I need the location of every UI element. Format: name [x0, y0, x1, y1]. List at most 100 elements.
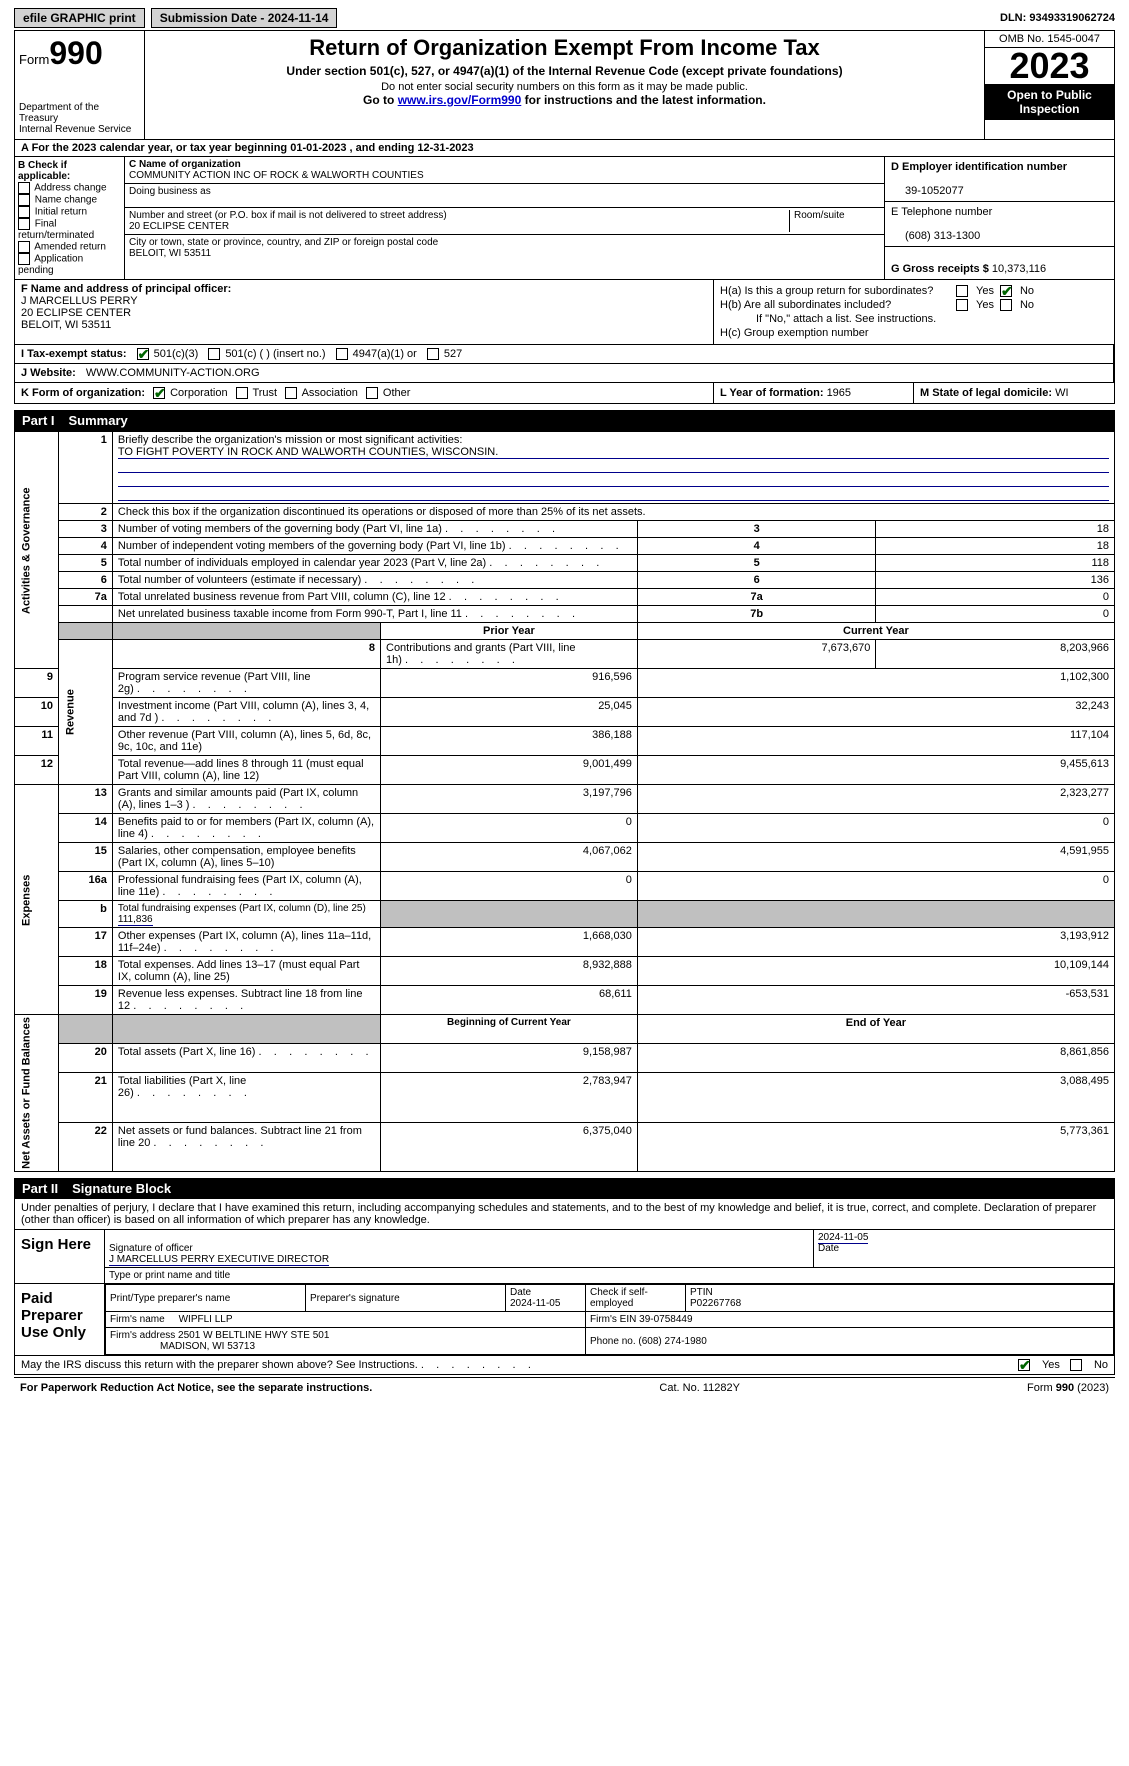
4947-checkbox[interactable] — [336, 348, 348, 360]
line7a-label: Total unrelated business revenue from Pa… — [118, 591, 559, 603]
current-year-header: Current Year — [637, 623, 1114, 640]
hc-label: H(c) Group exemption number — [720, 327, 869, 339]
hb-yes-checkbox[interactable] — [956, 299, 968, 311]
line14-label: Benefits paid to or for members (Part IX… — [118, 816, 374, 840]
val-15c: 4,591,955 — [637, 843, 1114, 872]
firm-name-label: Firm's name — [110, 1314, 165, 1325]
line16a-label: Professional fundraising fees (Part IX, … — [118, 874, 362, 898]
form-label: Form — [19, 52, 49, 67]
trust-checkbox[interactable] — [236, 387, 248, 399]
val-15p: 4,067,062 — [381, 843, 638, 872]
row-a-mid: , and ending — [350, 142, 418, 154]
val-16ap: 0 — [381, 872, 638, 901]
val-22p: 6,375,040 — [381, 1122, 638, 1171]
tax-exempt-label: I Tax-exempt status: — [21, 348, 127, 360]
501c3-checkbox[interactable] — [137, 348, 149, 360]
org-name-label: C Name of organization — [129, 159, 241, 170]
ptin: P02267768 — [690, 1298, 741, 1309]
corp-label: Corporation — [170, 387, 227, 399]
line20-label: Total assets (Part X, line 16) — [118, 1046, 369, 1058]
row-a-prefix: A For the 2023 calendar year, or tax yea… — [21, 142, 290, 154]
val-14c: 0 — [637, 814, 1114, 843]
year-formation-label: L Year of formation: — [720, 387, 827, 399]
col-b-title: B Check if applicable: — [18, 160, 121, 182]
perjury-text: Under penalties of perjury, I declare th… — [14, 1199, 1115, 1230]
org-name: COMMUNITY ACTION INC OF ROCK & WALWORTH … — [129, 170, 424, 181]
other-checkbox[interactable] — [366, 387, 378, 399]
val-8c: 8,203,966 — [876, 640, 1115, 669]
val-16b: 111,836 — [118, 914, 153, 926]
name-change-label: Name change — [35, 195, 97, 206]
form990-link[interactable]: www.irs.gov/Form990 — [398, 93, 522, 107]
501c3-label: 501(c)(3) — [154, 348, 199, 360]
line10-label: Investment income (Part VIII, column (A)… — [118, 700, 369, 724]
dln: DLN: 93493319062724 — [1000, 12, 1115, 24]
hb-no-checkbox[interactable] — [1000, 299, 1012, 311]
val-22c: 5,773,361 — [637, 1122, 1114, 1171]
firm-ein: 39-0758449 — [639, 1314, 692, 1325]
sign-here-label: Sign Here — [15, 1230, 105, 1283]
assoc-checkbox[interactable] — [285, 387, 297, 399]
name-change-checkbox[interactable] — [18, 194, 30, 206]
side-revenue: Revenue — [59, 640, 113, 785]
line6-label: Total number of volunteers (estimate if … — [118, 574, 474, 586]
hb-yes: Yes — [976, 299, 994, 311]
initial-return-label: Initial return — [35, 207, 87, 218]
discuss-no: No — [1094, 1359, 1108, 1371]
form-subtitle: Under section 501(c), 527, or 4947(a)(1)… — [149, 64, 980, 78]
val-12c: 9,455,613 — [637, 756, 1114, 785]
gross-receipts: 10,373,116 — [992, 263, 1046, 275]
val-7a: 0 — [876, 589, 1115, 606]
line22-label: Net assets or fund balances. Subtract li… — [118, 1125, 362, 1149]
street-label: Number and street (or P.O. box if mail i… — [129, 210, 447, 221]
firm-addr1: 2501 W BELTLINE HWY STE 501 — [178, 1330, 329, 1341]
discuss-yes: Yes — [1042, 1359, 1060, 1371]
discuss-text: May the IRS discuss this return with the… — [21, 1359, 531, 1371]
val-11p: 386,188 — [381, 727, 638, 756]
goto-pre: Go to — [363, 93, 398, 107]
app-pending-checkbox[interactable] — [18, 253, 30, 265]
ha-yes: Yes — [976, 285, 994, 297]
type-name-label: Type or print name and title — [109, 1270, 230, 1281]
discuss-yes-checkbox[interactable] — [1018, 1359, 1030, 1371]
line1-label: Briefly describe the organization's miss… — [118, 434, 462, 446]
val-6: 136 — [876, 572, 1115, 589]
527-checkbox[interactable] — [427, 348, 439, 360]
telephone: (608) 313-1300 — [891, 230, 980, 242]
val-18p: 8,932,888 — [381, 957, 638, 986]
ha-yes-checkbox[interactable] — [956, 285, 968, 297]
val-5: 118 — [876, 555, 1115, 572]
side-expenses: Expenses — [15, 785, 59, 1015]
amended-return-checkbox[interactable] — [18, 241, 30, 253]
line17-label: Other expenses (Part IX, column (A), lin… — [118, 930, 371, 954]
goto-post: for instructions and the latest informat… — [521, 93, 766, 107]
line19-label: Revenue less expenses. Subtract line 18 … — [118, 988, 363, 1012]
ha-no-checkbox[interactable] — [1000, 285, 1012, 297]
city-label: City or town, state or province, country… — [129, 237, 438, 248]
line13-label: Grants and similar amounts paid (Part IX… — [118, 787, 358, 811]
final-return-checkbox[interactable] — [18, 218, 30, 230]
state-domicile: WI — [1055, 387, 1068, 399]
501c-checkbox[interactable] — [208, 348, 220, 360]
line18-label: Total expenses. Add lines 13–17 (must eq… — [118, 959, 360, 983]
val-20c: 8,861,856 — [637, 1044, 1114, 1073]
val-4: 18 — [876, 538, 1115, 555]
efile-button[interactable]: efile GRAPHIC print — [14, 8, 145, 28]
officer-addr2: BELOIT, WI 53511 — [21, 319, 111, 331]
val-3: 18 — [876, 521, 1115, 538]
part2-title: Signature Block — [72, 1181, 171, 1196]
address-change-checkbox[interactable] — [18, 182, 30, 194]
state-domicile-label: M State of legal domicile: — [920, 387, 1055, 399]
website-url: WWW.COMMUNITY-ACTION.ORG — [86, 367, 260, 379]
other-label: Other — [383, 387, 411, 399]
discuss-no-checkbox[interactable] — [1070, 1359, 1082, 1371]
footer-right-post: (2023) — [1074, 1382, 1109, 1394]
val-10c: 32,243 — [637, 698, 1114, 727]
corp-checkbox[interactable] — [153, 387, 165, 399]
hb-label: H(b) Are all subordinates included? — [720, 299, 950, 311]
officer-name: J MARCELLUS PERRY — [21, 295, 138, 307]
initial-return-checkbox[interactable] — [18, 206, 30, 218]
val-17c: 3,193,912 — [637, 928, 1114, 957]
line21-label: Total liabilities (Part X, line 26) — [118, 1075, 247, 1099]
val-9c: 1,102,300 — [637, 669, 1114, 698]
